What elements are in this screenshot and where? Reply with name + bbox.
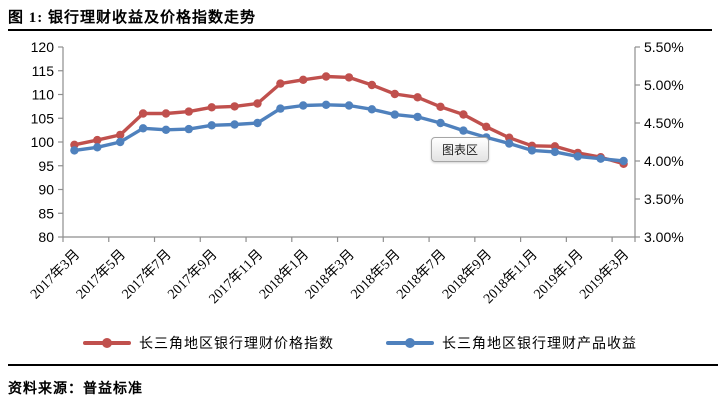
data-point-marker: [70, 146, 79, 155]
data-point-marker: [299, 101, 308, 110]
left-tick-label: 90: [38, 182, 54, 198]
data-point-marker: [161, 125, 171, 134]
price-index-dot-icon: [102, 338, 112, 348]
data-point-marker: [207, 121, 216, 130]
footer-divider: [8, 364, 718, 366]
data-point-marker: [619, 156, 628, 166]
data-point-marker: [573, 152, 582, 161]
data-point-marker: [230, 102, 239, 111]
data-point-marker: [527, 146, 537, 155]
left-tick-label: 95: [38, 158, 54, 174]
data-point-marker: [138, 109, 148, 118]
data-point-marker: [459, 110, 468, 119]
left-tick-label: 80: [38, 229, 54, 245]
data-point-marker: [367, 80, 377, 90]
data-point-marker: [276, 104, 285, 113]
data-point-marker: [138, 124, 148, 133]
data-point-marker: [184, 107, 193, 116]
data-point-marker: [367, 105, 377, 114]
figure-title: 图 1: 银行理财收益及价格指数走势: [8, 10, 256, 26]
data-point-marker: [93, 135, 102, 145]
data-point-marker: [459, 126, 468, 135]
chart-legend: 长三角地区银行理财价格指数 长三角地区银行理财产品收益: [0, 333, 720, 353]
product-yield-series[interactable]: [70, 100, 628, 166]
right-tick-label: 3.50%: [644, 191, 684, 207]
data-point-marker: [116, 137, 125, 147]
data-point-marker: [413, 93, 422, 102]
price-index-line-marker-icon: [83, 338, 131, 348]
left-tick-label: 115: [32, 63, 55, 79]
x-axis-labels: 2017年3月2017年5月2017年7月2017年9月2017年11月2018…: [27, 247, 632, 307]
data-point-marker: [321, 72, 331, 81]
right-tick-label: 4.50%: [644, 115, 684, 131]
data-point-marker: [436, 118, 445, 128]
right-tick-label: 5.50%: [644, 39, 684, 55]
data-point-marker: [344, 101, 354, 110]
data-point-marker: [505, 133, 514, 142]
right-tick-label: 5.00%: [644, 77, 684, 93]
data-point-marker: [161, 109, 171, 118]
right-tick-label: 4.00%: [644, 153, 684, 169]
data-point-marker: [116, 130, 125, 140]
data-point-marker: [413, 112, 422, 122]
data-point-marker: [276, 79, 285, 88]
legend-label-price-index: 长三角地区银行理财价格指数: [139, 337, 334, 352]
price-index-series[interactable]: [70, 72, 628, 168]
data-point-marker: [253, 118, 262, 128]
data-point-marker: [390, 89, 399, 99]
data-point-marker: [299, 75, 308, 84]
left-tick-label: 120: [31, 39, 55, 55]
legend-item-price-index[interactable]: 长三角地区银行理财价格指数: [83, 333, 334, 353]
data-point-marker: [184, 124, 193, 134]
chart-plot-area[interactable]: 120 115 110 105 100 95 90 85 80 5.50% 5.00% 4.50% 4.…: [0, 38, 720, 330]
legend-label-product-yield: 长三角地区银行理财产品收益: [442, 337, 637, 352]
data-point-marker: [253, 99, 262, 108]
left-axis-labels: 120 115 110 105 100 95 90 85 80: [31, 39, 55, 245]
data-point-marker: [436, 102, 445, 112]
data-point-marker: [390, 110, 399, 119]
left-tick-label: 105: [31, 110, 55, 126]
data-point-marker: [230, 120, 239, 129]
product-yield-line-marker-icon: [386, 338, 434, 348]
source-note: 资料来源：普益标准: [8, 382, 143, 397]
left-tick-label: 85: [38, 205, 54, 221]
x-tick-label: 2019年3月: [577, 247, 633, 303]
data-point-marker: [207, 103, 216, 112]
left-tick-label: 100: [31, 134, 55, 150]
data-point-marker: [596, 154, 605, 163]
legend-item-product-yield[interactable]: 长三角地区银行理财产品收益: [386, 333, 637, 353]
axes: [58, 46, 640, 242]
chart-area-tooltip: 图表区: [431, 137, 490, 162]
data-point-marker: [321, 100, 331, 109]
right-tick-label: 3.00%: [644, 229, 684, 245]
left-tick-label: 110: [32, 87, 55, 103]
title-divider: [8, 29, 712, 31]
product-yield-dot-icon: [405, 338, 415, 348]
data-point-marker: [482, 122, 491, 131]
data-point-marker: [344, 73, 354, 82]
data-point-marker: [93, 143, 102, 152]
data-point-marker: [550, 147, 560, 157]
data-point-marker: [505, 139, 514, 148]
right-axis-labels: 5.50% 5.00% 4.50% 4.00% 3.50% 3.00%: [644, 39, 684, 245]
